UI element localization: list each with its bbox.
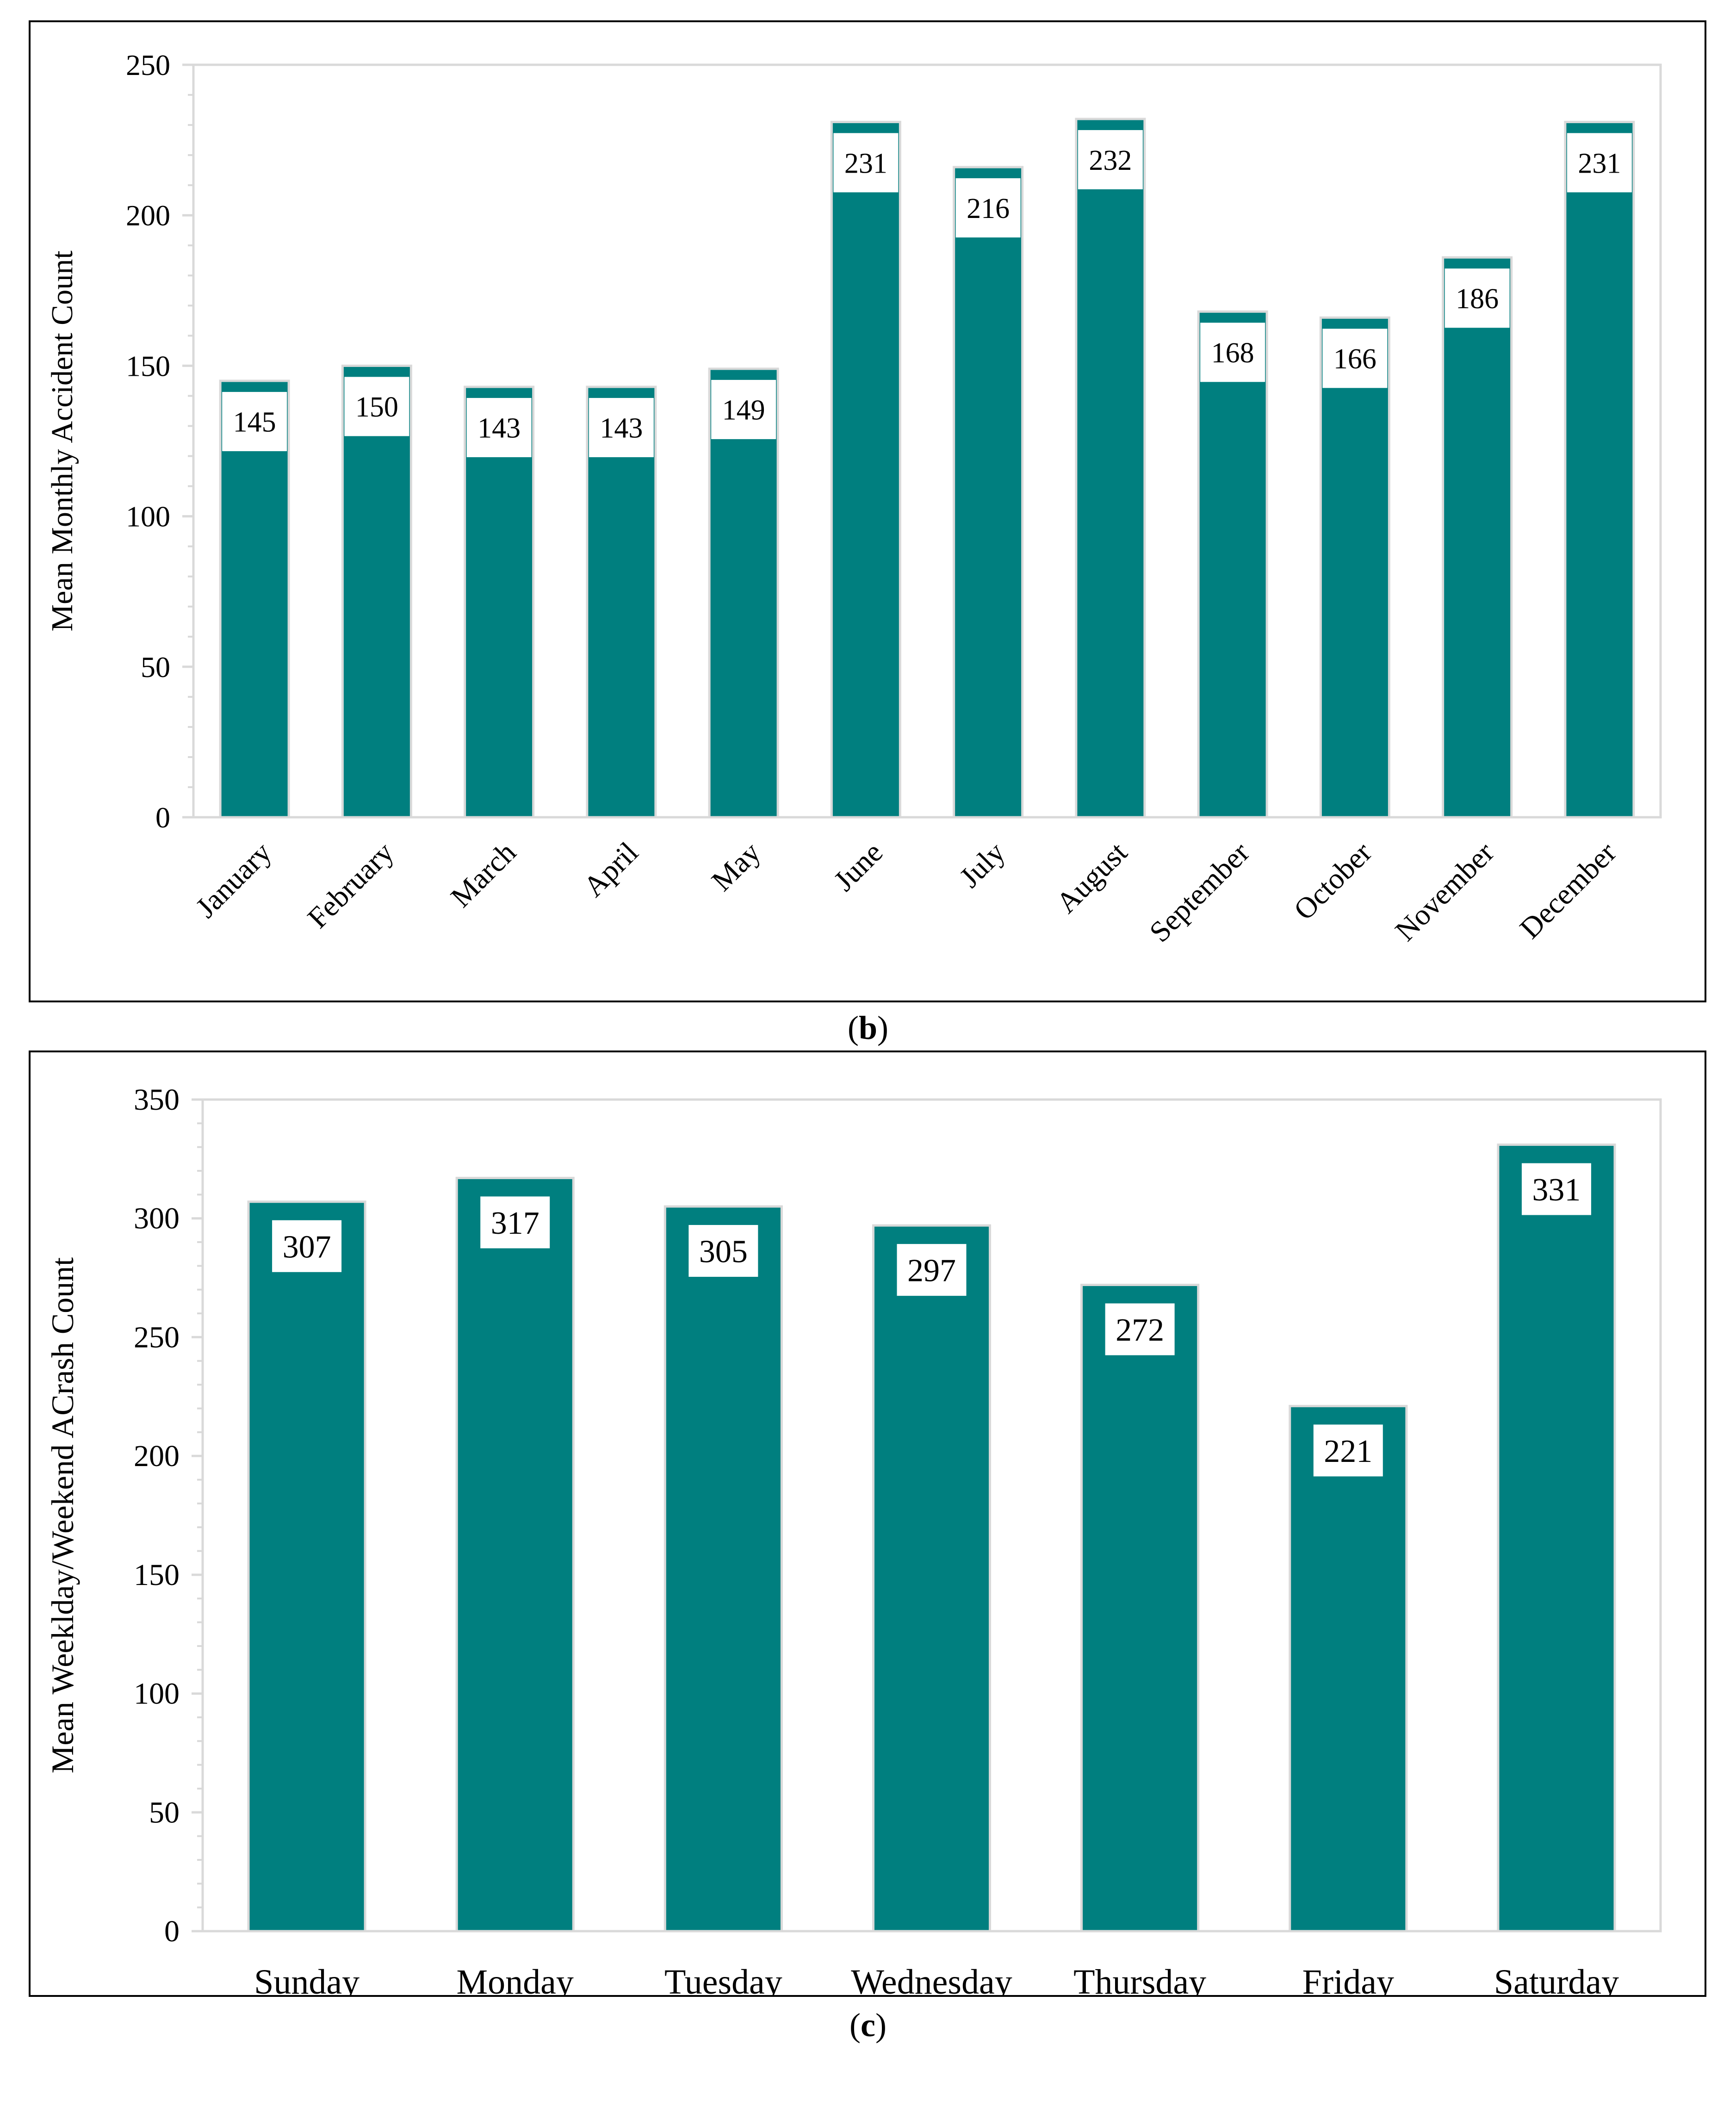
data-label-box <box>1521 1163 1591 1215</box>
bar-november <box>1442 256 1513 819</box>
chart-panel-monthly: 0 50 100 150 200 250 Mean Monthly Accident Cou… <box>29 20 1706 1002</box>
bar-december <box>1564 121 1635 819</box>
data-label-box <box>272 1220 342 1272</box>
bar-may <box>708 367 779 819</box>
bar-july <box>953 166 1024 819</box>
plot-area-border <box>192 63 1662 819</box>
data-label-box <box>1445 268 1510 328</box>
data-label-box <box>711 379 776 439</box>
bar-october <box>1319 316 1390 819</box>
x-tick-label: February <box>301 836 400 935</box>
y-tick-label: 350 <box>134 1083 180 1117</box>
bar-september <box>1197 310 1268 819</box>
y-tick-label: 150 <box>134 1558 180 1592</box>
data-label: 317 <box>491 1206 539 1241</box>
data-label: 231 <box>844 148 887 179</box>
y-tick-label: 0 <box>155 801 170 834</box>
y-axis-title: Mean Monthly Accident Count <box>45 250 79 631</box>
x-tick-label: December <box>1513 836 1623 945</box>
bar-thursday <box>1080 1283 1200 1933</box>
data-label: 150 <box>355 392 398 423</box>
data-label: 231 <box>1578 148 1621 179</box>
data-label: 305 <box>699 1234 748 1270</box>
y-tick-label: 300 <box>134 1202 180 1236</box>
data-label-box <box>344 377 409 436</box>
bar-sunday <box>247 1200 366 1933</box>
data-label: 186 <box>1456 283 1499 315</box>
data-label-box <box>1078 130 1143 190</box>
data-label-box <box>1105 1303 1175 1355</box>
data-label: 166 <box>1333 343 1376 375</box>
y-tick-label: 150 <box>126 349 170 382</box>
x-tick-label: July <box>953 836 1011 894</box>
data-label-box <box>1313 1424 1383 1477</box>
caption-c: (c) <box>849 2007 887 2044</box>
x-tick-label: April <box>577 836 645 903</box>
bar-tuesday <box>663 1205 783 1933</box>
data-label-box <box>466 398 532 457</box>
data-label-box <box>480 1196 550 1249</box>
x-tick-label: Thursday <box>1073 1963 1206 1995</box>
weekday-bar-chart: 0 50 100 150 200 250 300 350 Mean Weeklday/Weeke… <box>45 1083 1662 2002</box>
x-tick-label: May <box>705 836 767 897</box>
x-tick-label: Friday <box>1302 1963 1394 1995</box>
caption-b: (b) <box>847 1009 888 1046</box>
x-tick-label: Monday <box>457 1963 574 1995</box>
y-tick-label: 100 <box>126 500 170 533</box>
data-label: 216 <box>967 193 1010 224</box>
data-label: 168 <box>1211 337 1254 369</box>
x-tick-label: September <box>1143 836 1256 949</box>
data-label: 331 <box>1532 1172 1581 1208</box>
y-tick-label: 50 <box>141 651 170 684</box>
data-label: 143 <box>600 413 643 444</box>
bar-august <box>1075 118 1146 819</box>
y-tick-label: 100 <box>134 1677 180 1711</box>
y-tick-label: 200 <box>126 199 170 232</box>
x-tick-label: August <box>1050 836 1134 920</box>
data-label-box <box>955 178 1021 238</box>
monthly-bar-chart: 0 50 100 150 200 250 Mean Monthly Accident Cou… <box>45 49 1662 949</box>
y-tick-label: 50 <box>149 1796 180 1829</box>
bar-monday <box>455 1176 575 1933</box>
x-tick-label: June <box>827 836 889 897</box>
data-label: 149 <box>722 395 765 426</box>
x-tick-label: October <box>1287 836 1378 926</box>
x-tick-label: Sunday <box>254 1963 360 1995</box>
x-tick-label: January <box>189 836 278 924</box>
bar-saturday <box>1497 1144 1616 1933</box>
data-label: 297 <box>907 1253 956 1289</box>
x-tick-label: November <box>1389 836 1500 947</box>
y-tick-label: 250 <box>134 1320 180 1354</box>
data-label: 307 <box>283 1229 331 1265</box>
bar-friday <box>1289 1405 1408 1933</box>
data-label-box <box>897 1244 967 1296</box>
y-tick-label: 250 <box>126 49 170 81</box>
x-tick-label: Saturday <box>1494 1963 1619 1995</box>
chart-panel-weekday: 0 50 100 150 200 250 300 350 Mean Weeklday/Weeke… <box>29 1050 1706 2002</box>
x-tick-label: Wednesday <box>851 1963 1012 1995</box>
data-label-box <box>222 392 287 451</box>
x-tick-label: March <box>444 836 522 914</box>
bar-january <box>219 379 290 819</box>
data-label-box <box>589 398 654 457</box>
data-label: 232 <box>1089 145 1132 176</box>
data-label: 221 <box>1324 1434 1372 1469</box>
data-label: 143 <box>477 413 521 444</box>
data-label-box <box>1567 133 1632 193</box>
data-label-box <box>688 1225 758 1277</box>
bar-february <box>341 364 412 819</box>
data-label: 145 <box>233 407 276 438</box>
bar-wednesday <box>872 1224 992 1933</box>
data-label: 272 <box>1116 1312 1164 1348</box>
data-label-box <box>1322 329 1388 388</box>
bar-june <box>830 121 901 819</box>
bar-april <box>586 385 657 819</box>
y-tick-label: 200 <box>134 1439 180 1473</box>
x-tick-label: Tuesday <box>664 1963 782 1995</box>
bar-march <box>464 385 535 819</box>
data-label-box <box>1200 323 1265 382</box>
y-tick-label: 0 <box>164 1915 180 1948</box>
data-label-box <box>833 133 899 193</box>
y-axis-title: Mean Weeklday/Weekend ACrash Count <box>45 1257 80 1773</box>
